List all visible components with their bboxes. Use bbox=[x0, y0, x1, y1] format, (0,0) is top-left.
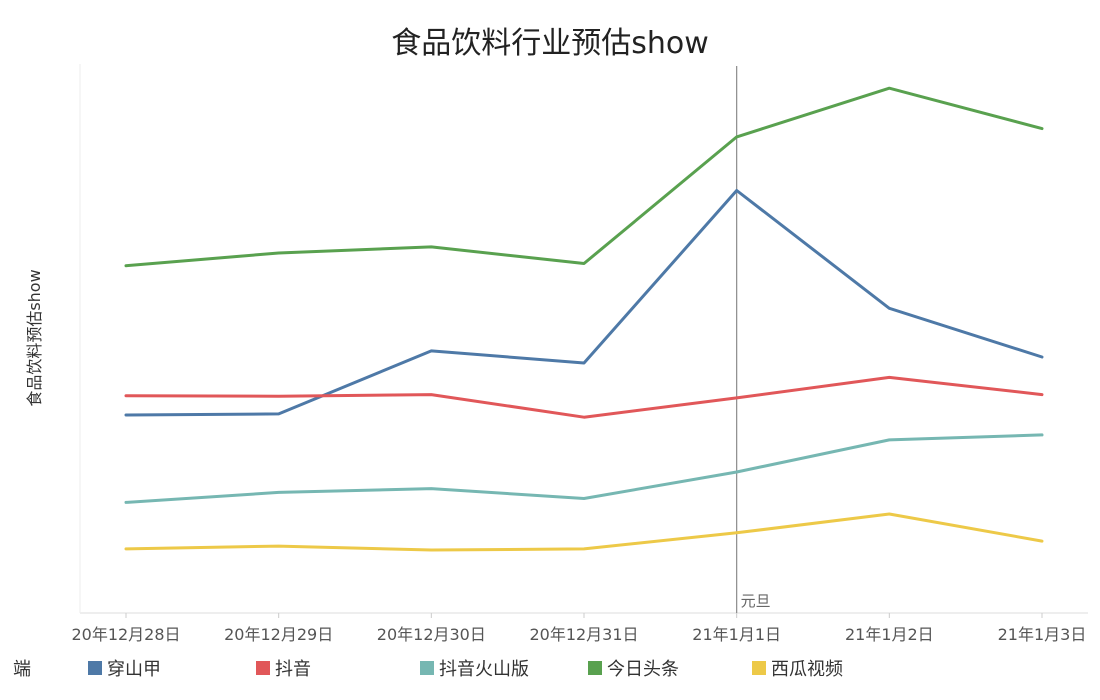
series-line-今日头条 bbox=[124, 86, 1044, 268]
axes bbox=[79, 64, 1088, 614]
legend-title: 端 bbox=[13, 659, 31, 680]
x-tick-label: 20年12月30日 bbox=[377, 625, 486, 644]
legend-swatch bbox=[588, 661, 602, 675]
chart-title: 食品饮料行业预估show bbox=[391, 26, 709, 61]
legend-swatch bbox=[752, 661, 766, 675]
x-tick-label: 21年1月1日 bbox=[692, 625, 781, 644]
series-line-抖音 bbox=[124, 375, 1044, 419]
x-tick-label: 20年12月29日 bbox=[224, 625, 333, 644]
series-line-西瓜视频 bbox=[124, 512, 1044, 552]
legend-item[interactable]: 抖音火山版 bbox=[420, 655, 529, 681]
legend-label: 抖音 bbox=[275, 659, 311, 680]
legend-item[interactable]: 西瓜视频 bbox=[752, 655, 843, 681]
x-tick-label: 20年12月31日 bbox=[529, 625, 638, 644]
legend-swatch bbox=[256, 661, 270, 675]
series-lines bbox=[124, 86, 1044, 552]
legend-label: 抖音火山版 bbox=[439, 659, 529, 680]
annotation-group: 元旦 bbox=[736, 66, 771, 613]
x-tick-labels: 20年12月28日 20年12月29日 20年12月30日 20年12月31日 21年1… bbox=[71, 613, 1086, 644]
legend-swatch bbox=[88, 661, 102, 675]
legend: 端 穿山甲 抖音 抖音火山版 今日头条 西瓜视频 bbox=[0, 652, 1100, 682]
legend-label: 今日头条 bbox=[607, 659, 679, 680]
annotation-label: 元旦 bbox=[741, 592, 771, 610]
x-tick-label: 21年1月2日 bbox=[845, 625, 934, 644]
legend-item[interactable]: 抖音 bbox=[256, 655, 311, 681]
legend-item[interactable]: 今日头条 bbox=[588, 655, 679, 681]
legend-label: 西瓜视频 bbox=[771, 659, 843, 680]
x-tick-label: 21年1月3日 bbox=[998, 625, 1087, 644]
legend-swatch bbox=[420, 661, 434, 675]
chart-plot: 元旦 20年12月28日 20年12月29日 20年12月30日 20年12月31日 2… bbox=[71, 64, 1088, 644]
series-line-抖音火山版 bbox=[124, 433, 1044, 504]
legend-label: 穿山甲 bbox=[107, 659, 161, 680]
x-tick-label: 20年12月28日 bbox=[71, 625, 180, 644]
series-line-穿山甲 bbox=[124, 189, 1044, 417]
legend-item[interactable]: 穿山甲 bbox=[88, 655, 161, 681]
